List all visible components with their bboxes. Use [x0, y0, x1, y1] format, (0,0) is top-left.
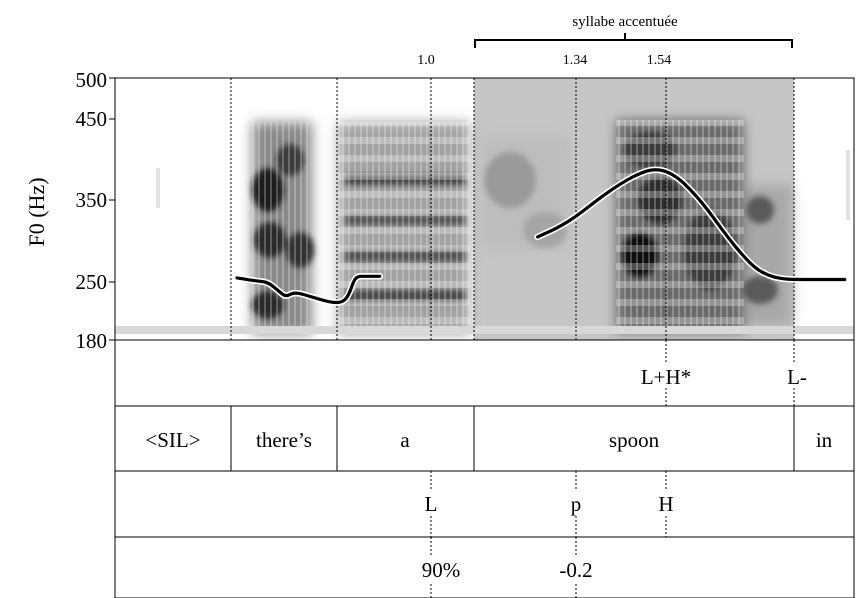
annotation-tiers	[114, 339, 855, 598]
y-tick-350: 350	[76, 188, 108, 212]
word-in: in	[816, 428, 833, 452]
word-tier: <SIL> there’s a spoon in	[145, 406, 833, 471]
target-H: H	[658, 492, 673, 516]
y-axis-tick-labels: 500 450 350 250 180	[76, 68, 108, 353]
bracket-label: syllabe accentuée	[572, 14, 678, 30]
tone-label-lh: L+H*	[641, 365, 691, 389]
word-sil: <SIL>	[145, 428, 200, 452]
spectrogram	[115, 120, 854, 334]
y-tick-500: 500	[76, 68, 108, 92]
time-marker-label-1: 1.0	[417, 53, 435, 68]
y-tick-180: 180	[76, 329, 108, 353]
value-minus-0-2: -0.2	[559, 558, 592, 582]
tone-tier: L+H* L-	[641, 340, 807, 406]
time-marker-label-2: 1.34	[563, 53, 588, 68]
value-tier: 90% -0.2	[422, 537, 593, 598]
word-a: a	[400, 428, 410, 452]
target-tier: L p H	[425, 471, 674, 537]
f0-contour-2	[536, 168, 847, 282]
tone-label-l-minus: L-	[787, 365, 807, 389]
y-tick-250: 250	[76, 270, 108, 294]
target-L: L	[425, 492, 438, 516]
y-axis-label: F0 (Hz)	[24, 177, 49, 246]
f0-contour-1	[235, 274, 382, 305]
value-90-percent: 90%	[422, 558, 461, 582]
y-tick-450: 450	[76, 107, 108, 131]
word-spoon: spoon	[609, 428, 660, 452]
target-p: p	[571, 492, 582, 516]
y-axis-ticks	[109, 77, 115, 341]
stressed-syllable-bracket	[474, 33, 793, 48]
time-marker-label-3: 1.54	[647, 53, 672, 68]
word-theres: there’s	[256, 428, 312, 452]
f0-contour-layer	[233, 166, 848, 306]
